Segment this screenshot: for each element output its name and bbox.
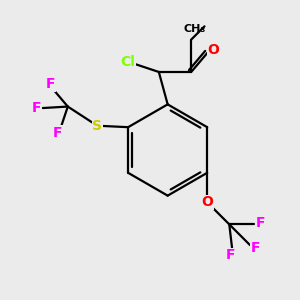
Text: F: F [255,216,265,230]
Text: O: O [201,195,213,209]
Text: Cl: Cl [121,55,135,69]
Text: S: S [92,119,102,133]
Text: F: F [226,248,236,262]
Text: O: O [207,43,219,57]
Text: F: F [45,77,55,91]
Text: F: F [251,241,260,255]
Text: F: F [53,126,62,140]
Text: F: F [32,101,42,115]
Text: CH₃: CH₃ [183,24,205,34]
